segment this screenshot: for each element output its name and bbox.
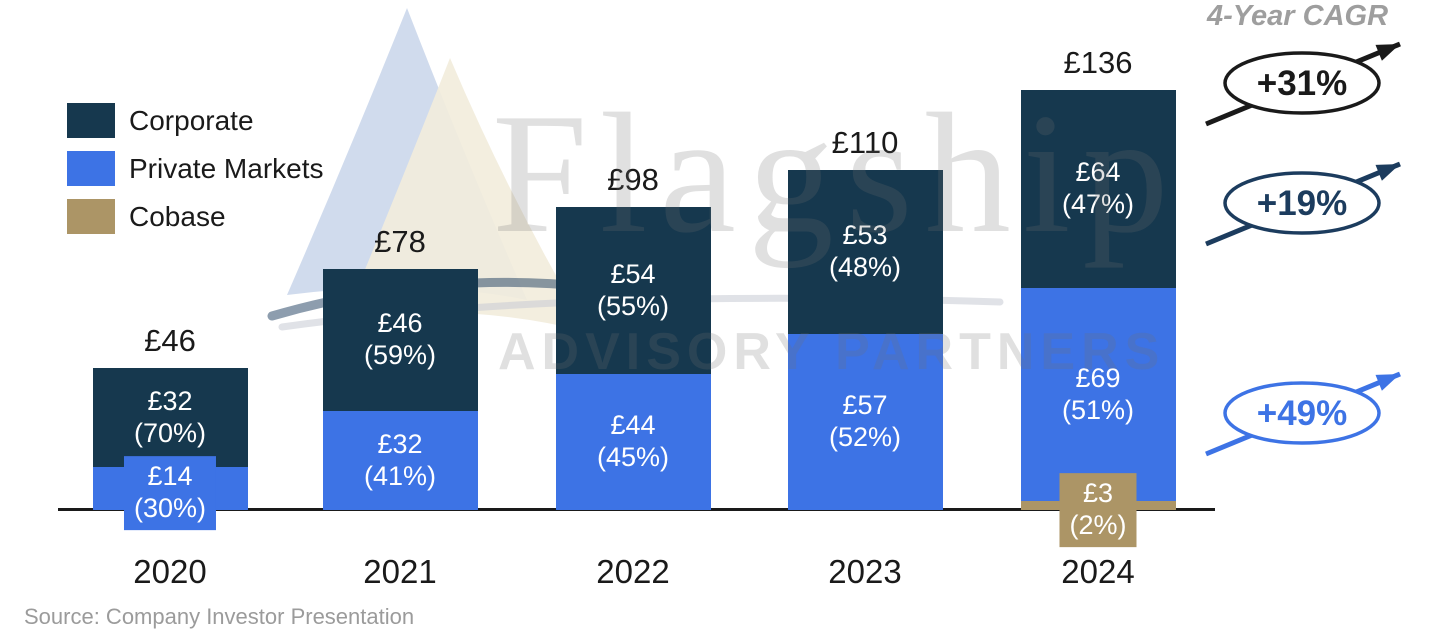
- segment-value-label: £54 (55%): [596, 258, 670, 321]
- bar-segment-corporate-2020: £32 (70%): [92, 368, 248, 467]
- bar-segment-corporate-2022: £54 (55%): [555, 207, 711, 374]
- segment-value-label: £32 (41%): [363, 428, 437, 491]
- bar-segment-private-markets-2023: £57 (52%): [787, 334, 943, 510]
- cagr-oval: [1223, 171, 1381, 235]
- segment-value-label: £69 (51%): [1061, 362, 1135, 425]
- bar-segment-corporate-2024: £64 (47%): [1020, 90, 1176, 288]
- segment-value-label: £44 (45%): [596, 410, 670, 472]
- legend-swatch-cobase: [67, 199, 115, 234]
- legend-item-corporate: Corporate: [67, 103, 324, 138]
- bar-segment-corporate-2023: £53 (48%): [787, 170, 943, 334]
- legend-label-private-markets: Private Markets: [129, 153, 324, 184]
- legend: Corporate Private Markets Cobase: [67, 103, 324, 247]
- segment-value-label: £53 (48%): [828, 220, 902, 282]
- sail-beige: [345, 58, 588, 332]
- legend-label-corporate: Corporate: [129, 105, 254, 136]
- segment-value-label: £46 (59%): [363, 308, 437, 370]
- segment-label-callout-2020: £14 (30%): [123, 456, 217, 530]
- bar-total-label-2024: £136: [1063, 45, 1133, 80]
- x-axis-tick-label-2024: 2024: [1061, 553, 1135, 590]
- bar-total-label-2022: £98: [607, 162, 659, 197]
- x-axis-tick-label-2021: 2021: [363, 553, 437, 590]
- cagr-arrowhead-icon: [1375, 164, 1400, 181]
- legend-item-private-markets: Private Markets: [67, 151, 324, 186]
- source-note: Source: Company Investor Presentation: [24, 604, 415, 629]
- cagr-arrowhead-icon: [1375, 374, 1400, 391]
- bar-total-label-2020: £46: [144, 323, 196, 358]
- segment-value-label: £32 (70%): [133, 385, 207, 448]
- legend-label-cobase: Cobase: [129, 201, 226, 232]
- bar-segment-corporate-2021: £46 (59%): [322, 269, 478, 411]
- cagr-badge-+19%: +19%: [1198, 150, 1408, 267]
- bar-segment-private-markets-2022: £44 (45%): [555, 374, 711, 510]
- x-axis-tick-label-2020: 2020: [133, 553, 207, 590]
- cagr-column-title: 4-Year CAGR: [1206, 0, 1389, 32]
- legend-swatch-corporate: [67, 103, 115, 138]
- cagr-oval: [1223, 381, 1381, 445]
- x-axis-tick-label-2022: 2022: [596, 553, 670, 590]
- legend-swatch-private-markets: [67, 151, 115, 186]
- cagr-value-label: +49%: [1257, 394, 1348, 433]
- bar-total-label-2023: £110: [831, 125, 899, 160]
- cagr-value-label: +19%: [1257, 184, 1348, 223]
- bar-segment-private-markets-2024: £69 (51%): [1020, 288, 1176, 501]
- legend-item-cobase: Cobase: [67, 199, 324, 234]
- cagr-oval: [1223, 51, 1381, 115]
- cagr-badge-+49%: +49%: [1198, 360, 1408, 477]
- cagr-badge-+31%: +31%: [1198, 30, 1408, 147]
- bar-total-label-2021: £78: [374, 224, 426, 259]
- segment-value-label: £57 (52%): [828, 390, 902, 452]
- cagr-value-label: +31%: [1257, 64, 1348, 103]
- cagr-arrowhead-icon: [1375, 44, 1400, 61]
- segment-value-label: £64 (47%): [1061, 157, 1135, 219]
- bar-segment-private-markets-2021: £32 (41%): [322, 411, 478, 510]
- x-axis-tick-label-2023: 2023: [828, 553, 902, 590]
- segment-label-callout-2024: £3 (2%): [1059, 473, 1137, 547]
